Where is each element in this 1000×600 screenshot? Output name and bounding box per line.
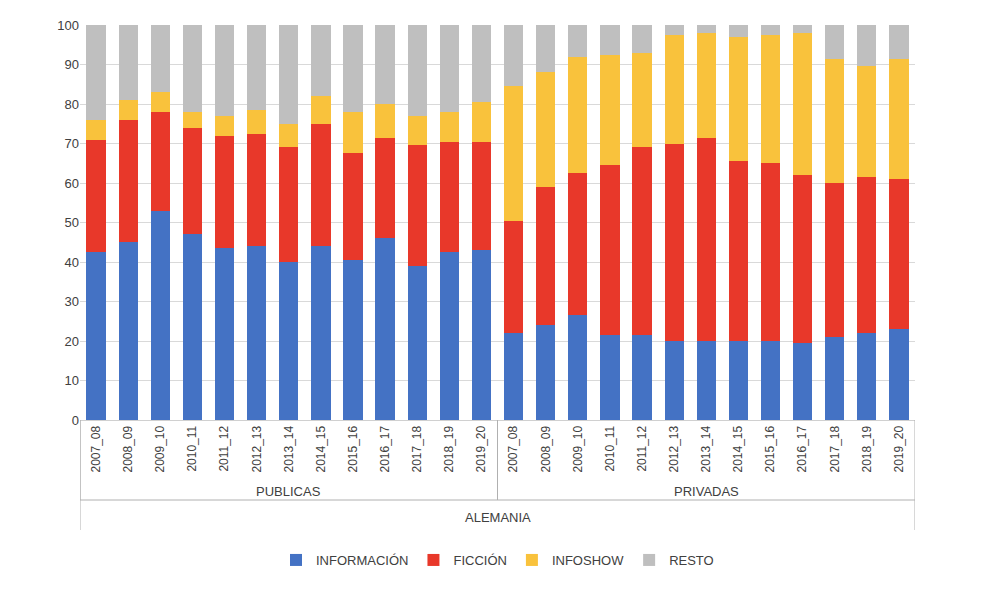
svg-text:FICCIÓN: FICCIÓN bbox=[453, 553, 506, 568]
svg-text:PUBLICAS: PUBLICAS bbox=[256, 484, 321, 499]
svg-text:2016_17: 2016_17 bbox=[378, 425, 392, 472]
svg-text:2008_09: 2008_09 bbox=[121, 425, 135, 472]
svg-text:2010_11: 2010_11 bbox=[185, 425, 199, 471]
svg-text:PRIVADAS: PRIVADAS bbox=[674, 484, 739, 499]
svg-text:2011_12: 2011_12 bbox=[635, 425, 649, 471]
svg-text:2011_12: 2011_12 bbox=[217, 425, 231, 471]
svg-text:70: 70 bbox=[65, 136, 79, 151]
svg-text:2013_14: 2013_14 bbox=[282, 425, 296, 472]
svg-text:2014_15: 2014_15 bbox=[314, 425, 328, 472]
svg-text:2017_18: 2017_18 bbox=[828, 425, 842, 472]
svg-text:30: 30 bbox=[65, 294, 79, 309]
svg-text:100: 100 bbox=[57, 18, 79, 33]
svg-text:2013_14: 2013_14 bbox=[699, 425, 713, 472]
svg-text:2015_16: 2015_16 bbox=[763, 425, 777, 472]
svg-text:60: 60 bbox=[65, 176, 79, 191]
svg-text:INFOSHOW: INFOSHOW bbox=[552, 553, 624, 568]
svg-text:2010_11: 2010_11 bbox=[603, 425, 617, 471]
svg-text:2016_17: 2016_17 bbox=[796, 425, 810, 472]
svg-text:2009_10: 2009_10 bbox=[153, 425, 167, 472]
svg-text:2018_19: 2018_19 bbox=[442, 425, 456, 472]
svg-text:2012_13: 2012_13 bbox=[667, 425, 681, 472]
svg-text:2019_20: 2019_20 bbox=[892, 425, 906, 472]
svg-text:ALEMANIA: ALEMANIA bbox=[465, 510, 531, 525]
svg-text:0: 0 bbox=[72, 413, 79, 428]
svg-text:40: 40 bbox=[65, 255, 79, 270]
svg-text:2019_20: 2019_20 bbox=[474, 425, 488, 472]
svg-text:2015_16: 2015_16 bbox=[346, 425, 360, 472]
svg-text:20: 20 bbox=[65, 334, 79, 349]
svg-text:2009_10: 2009_10 bbox=[571, 425, 585, 472]
svg-text:2007_08: 2007_08 bbox=[89, 425, 103, 472]
svg-text:2008_09: 2008_09 bbox=[539, 425, 553, 472]
svg-text:90: 90 bbox=[65, 57, 79, 72]
svg-text:2018_19: 2018_19 bbox=[860, 425, 874, 472]
svg-text:10: 10 bbox=[65, 373, 79, 388]
svg-text:80: 80 bbox=[65, 97, 79, 112]
svg-text:INFORMACIÓN: INFORMACIÓN bbox=[316, 553, 408, 568]
svg-text:2012_13: 2012_13 bbox=[250, 425, 264, 472]
svg-text:50: 50 bbox=[65, 215, 79, 230]
svg-text:2017_18: 2017_18 bbox=[410, 425, 424, 472]
svg-text:2014_15: 2014_15 bbox=[731, 425, 745, 472]
svg-text:2007_08: 2007_08 bbox=[506, 425, 520, 472]
svg-text:RESTO: RESTO bbox=[669, 553, 714, 568]
